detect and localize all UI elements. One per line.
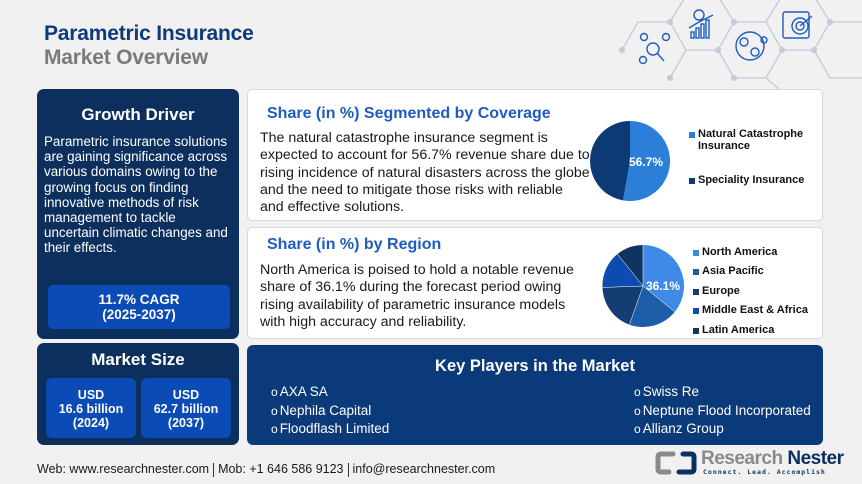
- network-analytics-icon: [638, 32, 671, 65]
- key-players-list-right: Swiss Re Neptune Flood Incorporated Alli…: [634, 383, 811, 439]
- divider: [213, 462, 215, 477]
- page-title: Parametric Insurance: [44, 22, 254, 45]
- list-item: Floodflash Limited: [271, 420, 390, 439]
- list-item: Nephila Capital: [271, 402, 389, 421]
- legend-swatch: [693, 269, 699, 276]
- legend-item-latin-america: Latin America: [693, 321, 823, 340]
- legend-item-north-america: North America: [693, 243, 823, 262]
- target-clipboard-icon: [782, 11, 813, 39]
- legend-swatch: [689, 178, 695, 184]
- footer-web-link[interactable]: Web: www.researchnester.com: [37, 462, 210, 476]
- brand-logo: Research Nester Connect. Lead. Accomplis…: [655, 448, 844, 477]
- footer-email-link[interactable]: info@researchnester.com: [352, 462, 496, 476]
- legend-item-middle-east-africa: Middle East & Africa: [693, 301, 823, 320]
- cagr-period: (2025-2037): [102, 307, 176, 322]
- market-size-2037: USD 62.7 billion (2037): [141, 378, 231, 438]
- market-size-panel: Market Size USD 16.6 billion (2024) USD …: [37, 343, 239, 445]
- region-card: Share (in %) by Region North America is …: [247, 227, 823, 339]
- region-title: Share (in %) by Region: [267, 236, 442, 253]
- growth-driver-panel: Growth Driver Parametric insurance solut…: [37, 89, 239, 339]
- growth-driver-text: Parametric insurance solutions are gaini…: [44, 134, 228, 256]
- research-nester-logo-icon: [655, 451, 697, 475]
- page-subtitle: Market Overview: [44, 46, 208, 69]
- legend-swatch: [693, 250, 699, 256]
- key-players-title: Key Players in the Market: [435, 357, 635, 375]
- coverage-title: Share (in %) Segmented by Coverage: [267, 105, 551, 122]
- list-item: Allianz Group: [634, 420, 811, 439]
- coverage-pie-label: 56.7%: [629, 155, 663, 169]
- footer-contact: Web: www.researchnester.com Mob: +1 646 5…: [37, 462, 495, 477]
- region-legend: North America Asia Pacific Europe Middle…: [693, 243, 823, 340]
- amount-value: 62.7 billion: [153, 402, 219, 416]
- legend-swatch: [693, 308, 699, 315]
- coverage-legend: Natural Catastrophe Insurance Speciality…: [689, 128, 819, 186]
- market-size-title: Market Size: [91, 350, 185, 369]
- legend-swatch: [693, 327, 699, 334]
- page-title-block: Parametric Insurance Market Overview: [44, 22, 254, 70]
- brand-name: Research Nester: [701, 448, 844, 469]
- footer-phone[interactable]: Mob: +1 646 586 9123: [218, 462, 344, 476]
- cagr-value: 11.7% CAGR: [98, 292, 180, 307]
- coverage-card: Share (in %) Segmented by Coverage The n…: [247, 89, 823, 221]
- key-players-list-left: AXA SA Nephila Capital Floodflash Limite…: [271, 383, 390, 439]
- cagr-badge: 11.7% CAGR (2025-2037): [48, 285, 230, 329]
- legend-item-asia-pacific: Asia Pacific: [693, 262, 823, 281]
- list-item: AXA SA: [271, 383, 389, 402]
- market-size-2024: USD 16.6 billion (2024): [46, 378, 136, 438]
- legend-swatch: [693, 288, 699, 295]
- legend-swatch: [689, 132, 695, 138]
- year-label: (2037): [167, 416, 205, 430]
- global-finance-icon: [735, 31, 768, 61]
- list-item: Swiss Re: [634, 383, 811, 402]
- coverage-text: The natural catastrophe insurance segmen…: [260, 130, 590, 216]
- year-label: (2024): [72, 416, 110, 430]
- hexagon-decoration: [619, 0, 862, 90]
- growth-chart-icon: [688, 9, 714, 39]
- amount-value: 16.6 billion: [58, 402, 124, 416]
- key-players-panel: Key Players in the Market AXA SA Nephila…: [247, 345, 823, 445]
- region-pie-label: 36.1%: [646, 279, 680, 293]
- region-pie-chart: 36.1%: [602, 245, 685, 328]
- growth-driver-title: Growth Driver: [81, 105, 195, 124]
- brand-tagline: Connect. Lead. Accomplish: [703, 468, 826, 476]
- legend-item-natural-catastrophe: Natural Catastrophe Insurance: [689, 128, 819, 152]
- currency-label: USD: [172, 388, 200, 402]
- legend-item-speciality: Speciality Insurance: [689, 174, 819, 186]
- currency-label: USD: [77, 388, 105, 402]
- coverage-pie-chart: 56.7%: [590, 120, 671, 201]
- divider: [347, 462, 349, 477]
- legend-item-europe: Europe: [693, 282, 823, 301]
- list-item: Neptune Flood Incorporated: [634, 402, 811, 421]
- region-text: North America is poised to hold a notabl…: [260, 262, 574, 330]
